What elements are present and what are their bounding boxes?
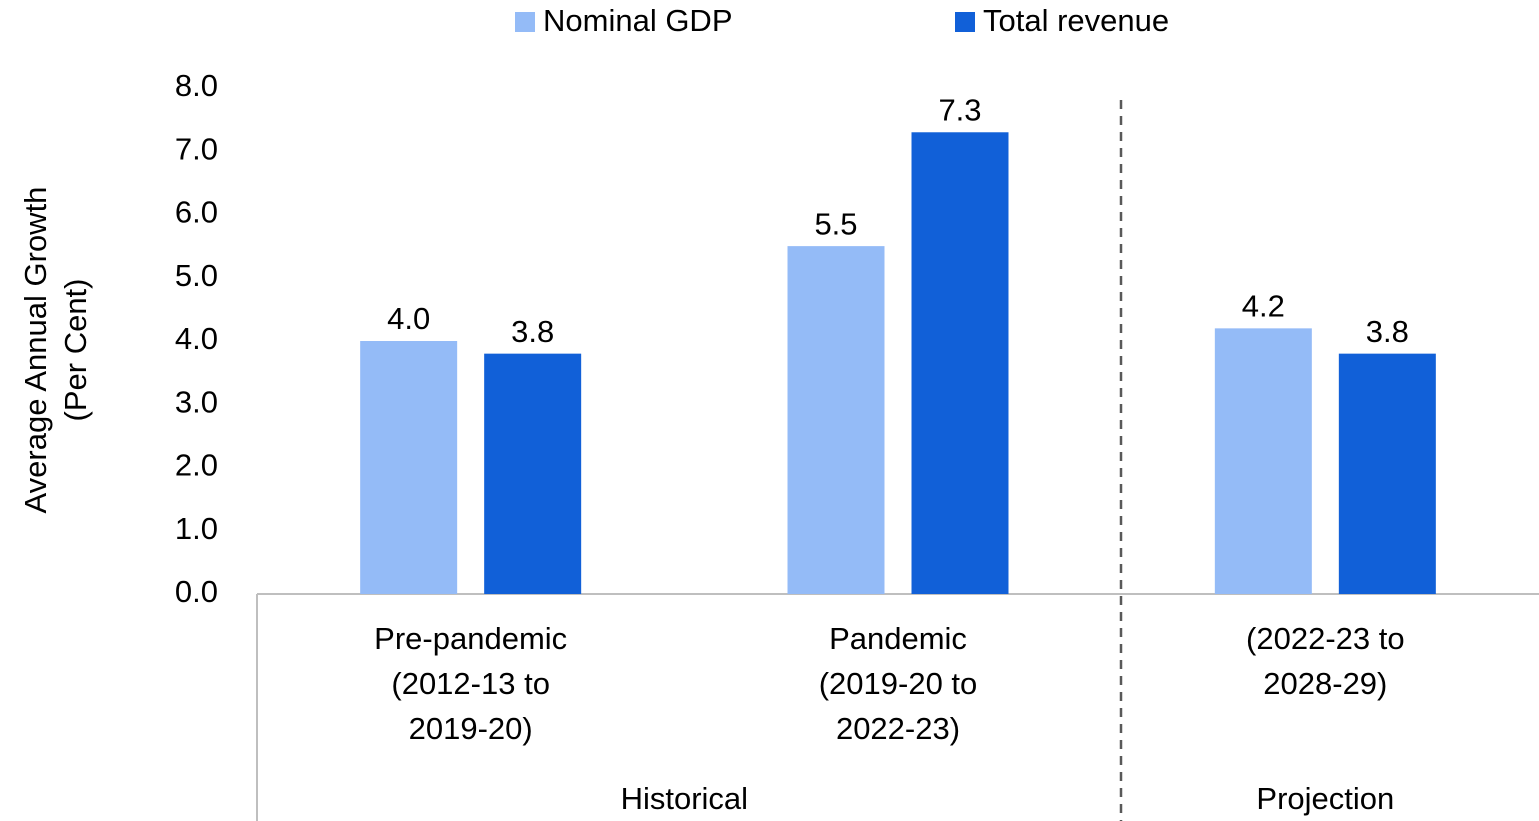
x-tick-label: 2022-23) xyxy=(836,711,960,746)
x-tick-label: (2012-13 to xyxy=(391,666,550,701)
y-axis-title: (Per Cent) xyxy=(58,279,93,422)
y-tick-label: 2.0 xyxy=(175,448,218,483)
y-tick-label: 8.0 xyxy=(175,68,218,103)
legend-label: Total revenue xyxy=(983,3,1169,38)
y-axis-title: Average Annual Growth xyxy=(18,187,53,514)
legend-label: Nominal GDP xyxy=(543,3,733,38)
data-label: 7.3 xyxy=(938,92,981,127)
x-tick-label: Pandemic xyxy=(829,621,967,656)
bar xyxy=(1338,353,1436,594)
group-label: Projection xyxy=(1256,781,1394,816)
bar xyxy=(360,341,458,594)
x-tick-label: 2028-29) xyxy=(1263,666,1387,701)
data-label: 3.8 xyxy=(1366,314,1409,349)
y-tick-label: 7.0 xyxy=(175,131,218,166)
data-label: 4.2 xyxy=(1242,289,1285,324)
y-tick-label: 4.0 xyxy=(175,321,218,356)
y-tick-label: 6.0 xyxy=(175,195,218,230)
x-tick-label: 2019-20) xyxy=(409,711,533,746)
x-tick-label: Pre-pandemic xyxy=(374,621,567,656)
bar xyxy=(484,353,582,594)
y-tick-label: 5.0 xyxy=(175,258,218,293)
x-tick-label: (2022-23 to xyxy=(1246,621,1405,656)
bar xyxy=(787,246,885,594)
bar xyxy=(911,132,1009,594)
y-tick-label: 0.0 xyxy=(175,574,218,609)
data-label: 3.8 xyxy=(511,314,554,349)
x-tick-label: (2019-20 to xyxy=(819,666,978,701)
data-label: 5.5 xyxy=(814,206,857,241)
data-label: 4.0 xyxy=(387,301,430,336)
legend-swatch xyxy=(955,12,975,32)
y-tick-label: 3.0 xyxy=(175,384,218,419)
group-label: Historical xyxy=(621,781,748,816)
legend-swatch xyxy=(515,12,535,32)
bar xyxy=(1214,328,1312,594)
y-tick-label: 1.0 xyxy=(175,511,218,546)
